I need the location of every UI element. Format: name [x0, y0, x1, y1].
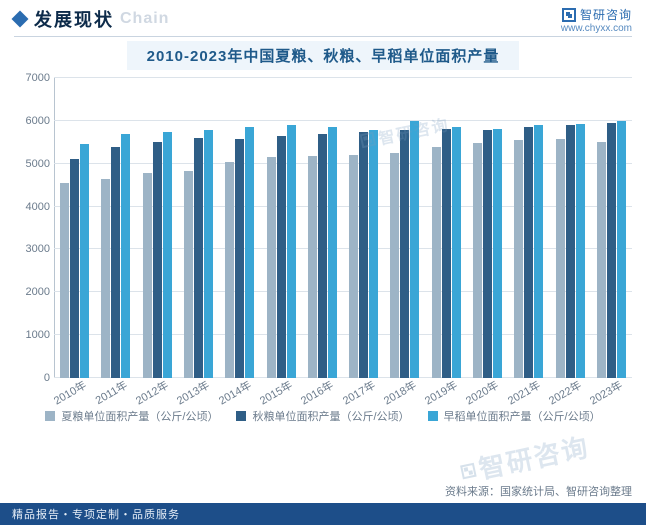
y-tick-label: 4000	[26, 201, 50, 213]
legend-label: 夏粮单位面积产量（公斤/公顷）	[61, 408, 218, 424]
bar	[194, 138, 203, 378]
bar-group	[60, 144, 89, 378]
y-tick-label: 0	[44, 372, 50, 384]
bar	[359, 132, 368, 378]
bar-group	[432, 127, 461, 378]
branding: 智研咨询 www.chyxx.com	[561, 6, 632, 34]
bar	[483, 130, 492, 378]
bar	[524, 127, 533, 378]
bar	[597, 142, 606, 378]
bar	[101, 179, 110, 378]
plot: 01000200030004000500060007000	[14, 78, 632, 378]
bar-group	[390, 121, 419, 378]
bar	[617, 121, 626, 378]
y-tick-label: 1000	[26, 329, 50, 341]
container: 发展现状 Chain 智研咨询 www.chyxx.com 2010-2023年…	[0, 0, 646, 525]
legend: 夏粮单位面积产量（公斤/公顷） 秋粮单位面积产量（公斤/公顷） 早稻单位面积产量（公…	[14, 408, 632, 428]
legend-item: 秋粮单位面积产量（公斤/公顷）	[236, 408, 409, 424]
bar	[556, 139, 565, 378]
source-text: 资料来源：国家统计局、智研咨询整理	[445, 483, 632, 499]
bar	[70, 159, 79, 378]
bar	[400, 130, 409, 378]
bar	[204, 130, 213, 378]
legend-swatch-icon	[45, 411, 55, 421]
bar	[80, 144, 89, 378]
brand-logo-icon	[562, 8, 576, 22]
bars	[54, 78, 632, 378]
bar	[452, 127, 461, 378]
footer: 精品报告・专项定制・品质服务	[0, 503, 646, 525]
bar-group	[308, 127, 337, 378]
y-tick-label: 6000	[26, 115, 50, 127]
watermark: 智研咨询	[458, 427, 593, 490]
bar-group	[225, 127, 254, 378]
bar	[349, 155, 358, 378]
legend-swatch-icon	[428, 411, 438, 421]
legend-label: 秋粮单位面积产量（公斤/公顷）	[252, 408, 409, 424]
bar-group	[101, 134, 130, 378]
legend-swatch-icon	[236, 411, 246, 421]
bar	[442, 129, 451, 378]
chart-area: 2010-2023年中国夏粮、秋粮、早稻单位面积产量 0 1000 2000 3000…	[14, 41, 632, 428]
header-title: 发展现状	[34, 6, 114, 32]
bar	[390, 153, 399, 378]
bar	[153, 142, 162, 378]
legend-label: 早稻单位面积产量（公斤/公顷）	[444, 408, 601, 424]
brand-name: 智研咨询	[580, 6, 632, 23]
legend-item: 夏粮单位面积产量（公斤/公顷）	[45, 408, 218, 424]
bar	[493, 129, 502, 378]
divider	[14, 36, 632, 37]
y-tick-label: 5000	[26, 158, 50, 170]
bar-group	[556, 124, 585, 378]
bar	[534, 125, 543, 378]
diamond-icon	[12, 11, 29, 28]
y-tick-label: 3000	[26, 243, 50, 255]
bar-group	[597, 121, 626, 378]
bar	[60, 183, 69, 378]
bar-group	[473, 129, 502, 378]
bar	[121, 134, 130, 378]
header-subtitle: Chain	[120, 10, 169, 28]
bar	[576, 124, 585, 378]
bar	[184, 171, 193, 378]
bar-group	[349, 130, 378, 378]
bar	[287, 125, 296, 378]
bar	[163, 132, 172, 378]
bar	[277, 136, 286, 378]
bar	[245, 127, 254, 378]
bar	[369, 130, 378, 378]
header: 发展现状 Chain	[0, 0, 646, 34]
bar	[225, 162, 234, 378]
y-axis: 01000200030004000500060007000	[14, 78, 54, 378]
bar	[410, 121, 419, 378]
watermark-logo-icon	[460, 462, 477, 479]
bar-group	[514, 125, 543, 378]
bar-group	[267, 125, 296, 378]
bar	[473, 143, 482, 378]
bar-group	[143, 132, 172, 378]
brand-url: www.chyxx.com	[561, 23, 632, 34]
footer-text: 精品报告・专项定制・品质服务	[12, 506, 180, 522]
chart-title: 2010-2023年中国夏粮、秋粮、早稻单位面积产量	[127, 41, 520, 70]
bar	[318, 134, 327, 378]
legend-item: 早稻单位面积产量（公斤/公顷）	[428, 408, 601, 424]
bar	[566, 125, 575, 378]
bar	[143, 173, 152, 378]
bar	[607, 123, 616, 378]
bar	[514, 140, 523, 378]
bar	[432, 147, 441, 378]
bar	[328, 127, 337, 378]
bar	[308, 156, 317, 378]
bar-group	[184, 130, 213, 378]
y-tick-label: 7000	[26, 72, 50, 84]
bar	[111, 147, 120, 378]
bar	[267, 157, 276, 378]
bar	[235, 139, 244, 378]
y-tick-label: 2000	[26, 286, 50, 298]
